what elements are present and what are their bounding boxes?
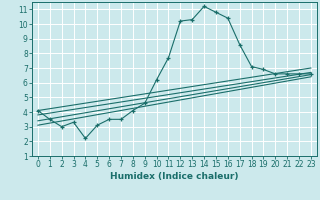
X-axis label: Humidex (Indice chaleur): Humidex (Indice chaleur) [110, 172, 239, 181]
